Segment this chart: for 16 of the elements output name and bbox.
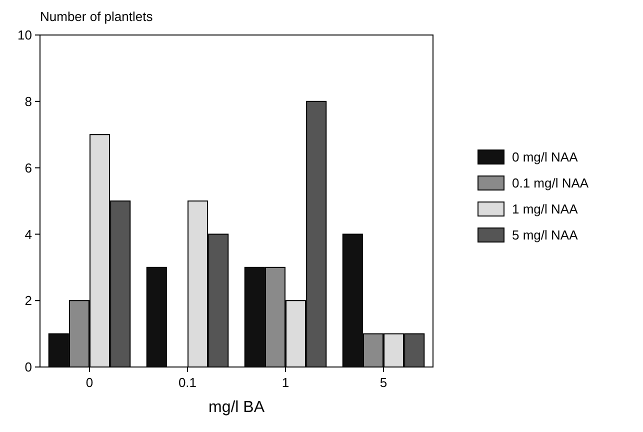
y-tick-label: 4 (24, 226, 32, 242)
y-tick-label: 10 (18, 28, 32, 43)
y-tick-label: 2 (24, 293, 32, 308)
legend-label: 0.1 mg/l NAA (512, 176, 589, 191)
x-tick-label: 0 (86, 375, 94, 390)
x-tick-label: 5 (380, 375, 388, 390)
y-axis-title: Number of plantlets (40, 9, 154, 24)
legend-label: 5 mg/l NAA (512, 228, 578, 243)
y-tick-label: 0 (24, 360, 32, 375)
x-tick-label: 0.1 (178, 375, 197, 390)
legend-label: 0 mg/l NAA (512, 150, 578, 165)
y-tick-label: 6 (24, 160, 32, 176)
x-axis-title: mg/l BA (208, 399, 265, 416)
x-tick-label: 1 (282, 375, 290, 390)
legend-label: 1 mg/l NAA (512, 202, 578, 217)
y-tick-label: 8 (24, 94, 32, 109)
